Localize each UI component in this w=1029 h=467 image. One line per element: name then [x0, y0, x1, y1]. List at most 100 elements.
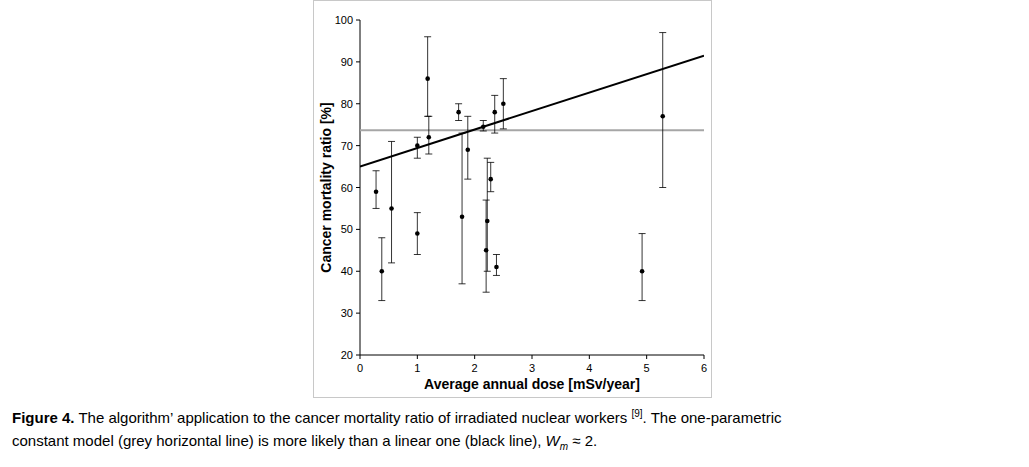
x-tick-label: 3: [529, 362, 535, 374]
error-bar: [491, 95, 498, 133]
error-bar-cap: [464, 116, 471, 117]
error-bar-cap: [483, 292, 490, 293]
error-bar-cap: [388, 262, 395, 263]
error-bar-cap: [480, 120, 487, 121]
error-bar-cap: [500, 78, 507, 79]
x-tick: [360, 355, 361, 359]
y-tick: [356, 187, 360, 188]
error-bar-cap: [464, 179, 471, 180]
error-bar-cap: [388, 141, 395, 142]
y-tick-label: 100: [335, 14, 353, 26]
data-point: [425, 76, 430, 81]
data-point: [415, 231, 420, 236]
data-point: [501, 101, 506, 106]
data-point: [492, 110, 497, 115]
error-bar-stem: [462, 133, 463, 284]
data-point: [494, 265, 499, 270]
error-bar: [414, 137, 421, 158]
data-point: [488, 177, 493, 182]
y-tick-label: 20: [341, 349, 353, 361]
error-bar: [500, 79, 507, 129]
error-bar-cap: [639, 233, 646, 234]
error-bar-stem: [391, 141, 392, 262]
error-bar-cap: [483, 200, 490, 201]
error-bar: [388, 141, 395, 262]
error-bar-cap: [373, 208, 380, 209]
x-tick: [474, 355, 475, 359]
error-bar-cap: [487, 191, 494, 192]
data-point: [427, 135, 432, 140]
x-tick: [704, 355, 705, 359]
caption-ref: [9]: [631, 408, 642, 419]
caption-label: Figure 4.: [12, 409, 75, 426]
error-bar-stem: [486, 200, 487, 292]
y-tick-label: 70: [341, 140, 353, 152]
y-tick: [356, 313, 360, 314]
x-axis-label: Average annual dose [mSv/year]: [424, 376, 640, 392]
error-bar-cap: [414, 137, 421, 138]
chart-frame: [314, 1, 712, 398]
error-bar: [378, 238, 385, 301]
model-line: [360, 129, 704, 131]
error-bar-cap: [459, 283, 466, 284]
error-bar: [425, 116, 432, 154]
data-point: [379, 269, 384, 274]
data-point: [389, 206, 394, 211]
y-tick-label: 40: [341, 265, 353, 277]
caption-text: constant model (grey horizontal line) is…: [12, 432, 546, 449]
error-bar-cap: [484, 271, 491, 272]
x-tick: [646, 355, 647, 359]
error-bar-cap: [414, 158, 421, 159]
y-tick-label: 30: [341, 307, 353, 319]
x-tick: [417, 355, 418, 359]
x-tick-label: 0: [357, 362, 363, 374]
data-point: [481, 124, 486, 129]
error-bar: [639, 234, 646, 301]
error-bar-cap: [487, 162, 494, 163]
y-tick-label: 60: [341, 182, 353, 194]
error-bar-cap: [639, 300, 646, 301]
caption-text: . The one-parametric: [643, 409, 782, 426]
error-bar: [484, 158, 491, 271]
x-tick-label: 1: [414, 362, 420, 374]
error-bar-cap: [493, 254, 500, 255]
y-tick-label: 90: [341, 56, 353, 68]
y-tick-label: 80: [341, 98, 353, 110]
error-bar-cap: [659, 187, 666, 188]
data-point: [460, 215, 465, 220]
error-bar-cap: [425, 116, 432, 117]
y-tick: [356, 20, 360, 21]
y-tick: [356, 61, 360, 62]
y-tick: [356, 355, 360, 356]
error-bar-cap: [414, 212, 421, 213]
error-bar: [480, 121, 487, 131]
caption-text: The algorithm’ application to the cancer…: [75, 409, 632, 426]
error-bar-cap: [455, 103, 462, 104]
error-bar: [424, 37, 431, 117]
error-bar-cap: [484, 158, 491, 159]
error-bar-cap: [424, 36, 431, 37]
error-bar-cap: [493, 275, 500, 276]
x-tick-label: 2: [472, 362, 478, 374]
error-bar: [493, 255, 500, 276]
y-tick-label: 50: [341, 223, 353, 235]
data-point: [456, 110, 461, 115]
data-point: [415, 143, 420, 148]
y-tick: [356, 103, 360, 104]
data-point: [660, 114, 665, 119]
plot-marks: [360, 33, 704, 301]
figure: 01234562030405060708090100Average annual…: [0, 0, 1029, 467]
error-bar: [455, 104, 462, 121]
y-tick: [356, 271, 360, 272]
caption-text: ≈ 2.: [568, 432, 597, 449]
error-bar-cap: [459, 133, 466, 134]
error-bar-cap: [500, 128, 507, 129]
caption-subscript: m: [560, 441, 568, 452]
error-bar-cap: [491, 95, 498, 96]
error-bar-cap: [659, 32, 666, 33]
error-bar-cap: [378, 237, 385, 238]
model-line: [360, 56, 704, 167]
error-bar-stem: [642, 234, 643, 301]
data-point: [485, 219, 490, 224]
x-tick-label: 5: [644, 362, 650, 374]
